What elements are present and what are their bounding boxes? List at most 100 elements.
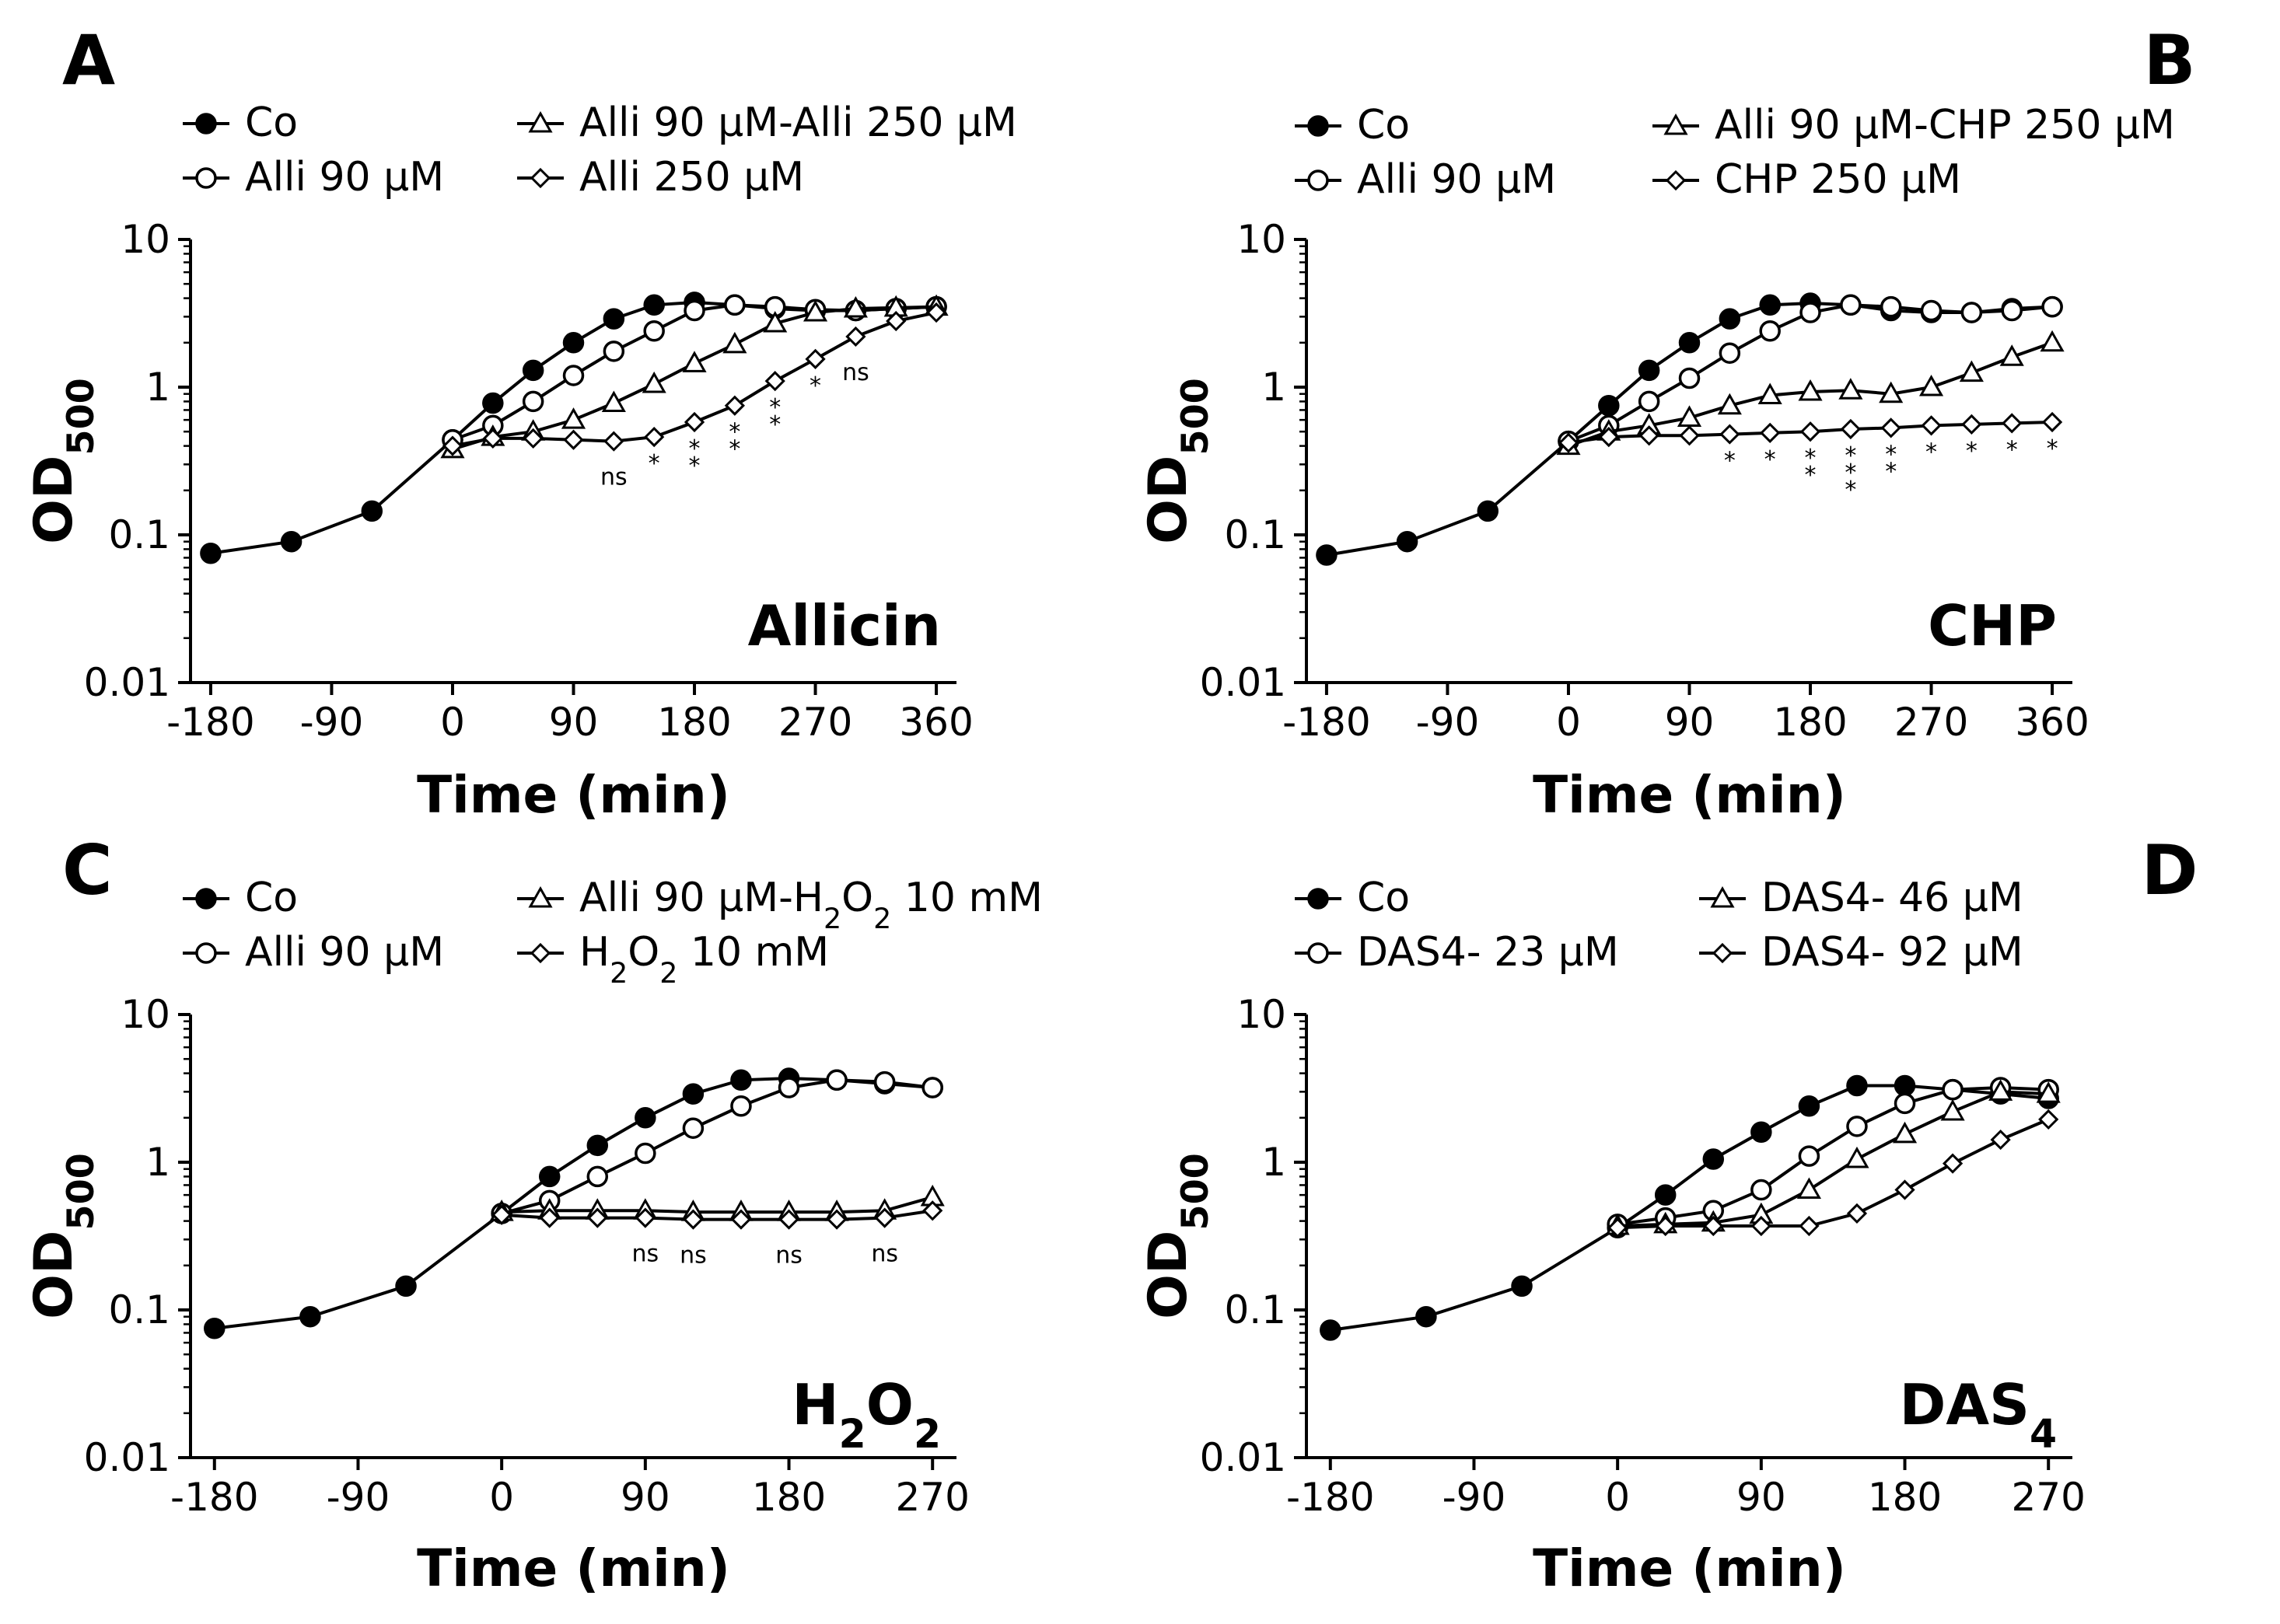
y-axis-title-group: OD500 <box>1138 1153 1217 1319</box>
point-alli-90-m-alli-250-m-300 <box>843 295 868 318</box>
x-tick-label: -90 <box>300 700 364 745</box>
point-chp-250-m-60 <box>1638 425 1659 446</box>
series-line-das4-92-m <box>1617 1118 2050 1230</box>
y-tick-label: 1 <box>1261 365 1286 410</box>
point-alli-90-m-chp-250-m-240 <box>1879 381 1904 403</box>
point-alli-90-m-150 <box>1759 320 1781 342</box>
x-tick-label: 180 <box>1868 1475 1942 1520</box>
x-tick-label: 90 <box>621 1475 670 1520</box>
y-axis-title-part: OD <box>23 1231 85 1319</box>
point-co-120 <box>682 1083 705 1105</box>
point-co--60 <box>1477 500 1499 522</box>
series-line-h2o2-10-mm <box>502 1209 933 1221</box>
point-co-150 <box>643 294 665 316</box>
legend-label-h2o2-10-mm-part: 2 <box>610 956 628 990</box>
point-alli-90-m-60 <box>586 1165 609 1188</box>
point-alli-90-m-90 <box>1678 367 1701 389</box>
legend-label-alli-90-m-h2o2-10-mm-part: O <box>841 875 873 921</box>
panel-letter: A <box>62 20 115 100</box>
legend-marker-chp-250-m <box>1665 169 1687 191</box>
legend-marker-co <box>1307 888 1329 910</box>
point-h2o2-10-mm-0 <box>491 1204 512 1225</box>
annotation-star: * <box>1925 438 1937 466</box>
x-tick-label: 360 <box>899 700 973 745</box>
legend-label-alli-90-m: Alli 90 μM <box>1357 156 1556 203</box>
point-alli-250-m-300 <box>845 326 866 348</box>
annotation-ns: ns <box>600 464 628 491</box>
point-alli-90-m-270 <box>921 1077 943 1098</box>
x-tick-label: 90 <box>549 700 599 745</box>
y-axis-title-part: OD <box>1138 456 1199 544</box>
legend-label-alli-90-m: Alli 90 μM <box>245 154 444 201</box>
point-alli-90-m-chp-250-m-180 <box>1798 379 1823 401</box>
x-axis-title: Time (min) <box>1533 765 1846 825</box>
series-chp-250-m <box>1558 411 2063 453</box>
legend-label-alli-90-m-h2o2-10-mm-part: H <box>793 875 824 921</box>
legend-label-alli-250-m: Alli 250 μM <box>579 154 804 201</box>
panel-title-part: CHP <box>1928 593 2057 658</box>
point-h2o2-10-mm-210 <box>826 1209 848 1230</box>
legend-label-h2o2-10-mm-part: H <box>579 929 610 976</box>
point-co--180 <box>1316 544 1338 566</box>
x-tick-label: 270 <box>896 1475 970 1520</box>
point-alli-90-m-60 <box>1638 390 1660 413</box>
y-tick-label: 0.01 <box>1200 1435 1286 1480</box>
point-alli-90-m-120 <box>603 341 625 362</box>
point-alli-250-m-210 <box>724 395 745 416</box>
point-co--120 <box>1396 530 1418 553</box>
annotation-star: * <box>729 436 740 463</box>
point-das4-46-m-150 <box>1845 1146 1869 1168</box>
point-alli-90-m-chp-250-m-360 <box>2040 330 2065 352</box>
annotation-ns: ns <box>775 1242 803 1270</box>
y-axis-title-part: OD <box>23 456 85 544</box>
point-alli-250-m-60 <box>523 428 544 449</box>
annotation-ns: ns <box>842 359 869 386</box>
panel-title: DAS4 <box>1900 1372 2057 1457</box>
point-das4-92-m-240 <box>1990 1129 2011 1151</box>
legend-label-co: Co <box>245 875 298 921</box>
point-das4-23-m-90 <box>1750 1179 1772 1201</box>
point-alli-90-m-chp-250-m-120 <box>1717 393 1742 415</box>
point-h2o2-10-mm-150 <box>730 1209 752 1230</box>
panel-a: A Co Alli 90 μM Alli 90 μM-Alli 250 μM Alli … <box>23 20 1017 825</box>
point-co-150 <box>1846 1074 1868 1097</box>
point-h2o2-10-mm-270 <box>922 1200 943 1221</box>
point-alli-90-m-120 <box>1719 342 1741 364</box>
point-chp-250-m-270 <box>1921 415 1942 436</box>
point-co-30 <box>482 392 504 414</box>
point-das4-46-m-120 <box>1796 1177 1821 1200</box>
point-alli-90-m-210 <box>724 294 746 316</box>
legend-label-co: Co <box>1357 102 1410 148</box>
panel-d: D Co DAS4- 23 μM DAS4- 46 μM DAS4- 92 μM 0.01… <box>1138 830 2198 1598</box>
legend-label-alli-90-m-alli-250-m-part: Alli 90 μM-Alli 250 μM <box>579 100 1017 146</box>
y-axis-title-part: OD <box>1138 1231 1199 1319</box>
legend-label-alli-90-m-part: Alli 90 μM <box>1357 156 1556 203</box>
legend-label-alli-90-m-h2o2-10-mm-part: 10 mM <box>891 875 1043 921</box>
legend-label-h2o2-10-mm-part: O <box>628 929 659 976</box>
annotation-star: * <box>1764 446 1776 473</box>
point-co-30 <box>1598 394 1620 417</box>
point-alli-90-m-chp-250-m-300 <box>1959 360 1984 382</box>
series-co <box>204 1067 943 1339</box>
y-tick-label: 1 <box>145 1140 170 1185</box>
y-tick-label: 0.1 <box>108 512 170 557</box>
legend-label-das4-46-m-part: DAS4- 46 μM <box>1761 875 2023 921</box>
point-h2o2-10-mm-180 <box>778 1209 799 1230</box>
point-alli-250-m-330 <box>886 310 907 332</box>
legend-marker-co <box>1307 115 1329 137</box>
point-co-90 <box>635 1107 656 1129</box>
annotation-ns: ns <box>680 1242 707 1270</box>
panel-title-part: 2 <box>839 1411 866 1457</box>
series-line-alli-90-m <box>501 1078 933 1215</box>
legend-label-alli-90-m-part: Alli 90 μM <box>245 929 444 976</box>
point-alli-90-m-chp-250-m-210 <box>1838 378 1863 400</box>
point-alli-90-m-120 <box>682 1117 705 1139</box>
annotation-star: * <box>810 372 821 400</box>
y-axis-title-part: 500 <box>1174 378 1217 455</box>
point-chp-250-m-330 <box>2002 413 2023 434</box>
x-tick-label: 270 <box>1894 700 1968 745</box>
x-tick-label: 90 <box>1736 1475 1786 1520</box>
point-co--60 <box>361 500 383 522</box>
